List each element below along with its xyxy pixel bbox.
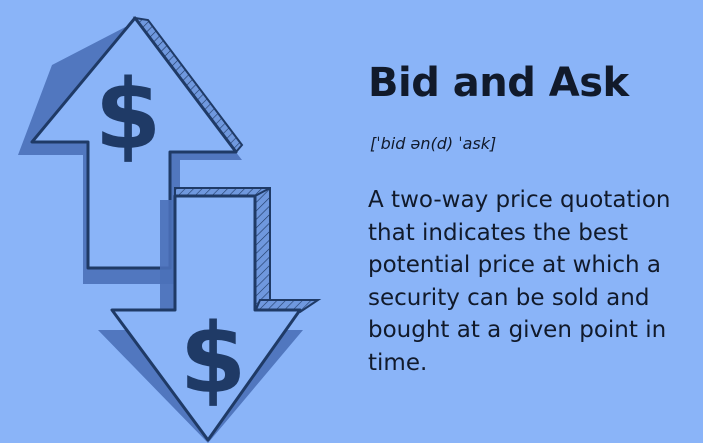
up-arrow-icon: $ — [18, 16, 244, 284]
dollar-icon-down: $ — [180, 303, 247, 415]
bid-ask-arrows-illustration: $ $ — [18, 16, 322, 443]
dollar-icon-up: $ — [95, 59, 162, 171]
definition-text: A two-way price quotation that indicates… — [368, 187, 671, 376]
pronunciation: [ˈbid ən(d) ˈask] — [370, 134, 497, 153]
down-arrow-icon: $ — [98, 187, 322, 443]
term-title: Bid and Ask — [368, 60, 629, 106]
